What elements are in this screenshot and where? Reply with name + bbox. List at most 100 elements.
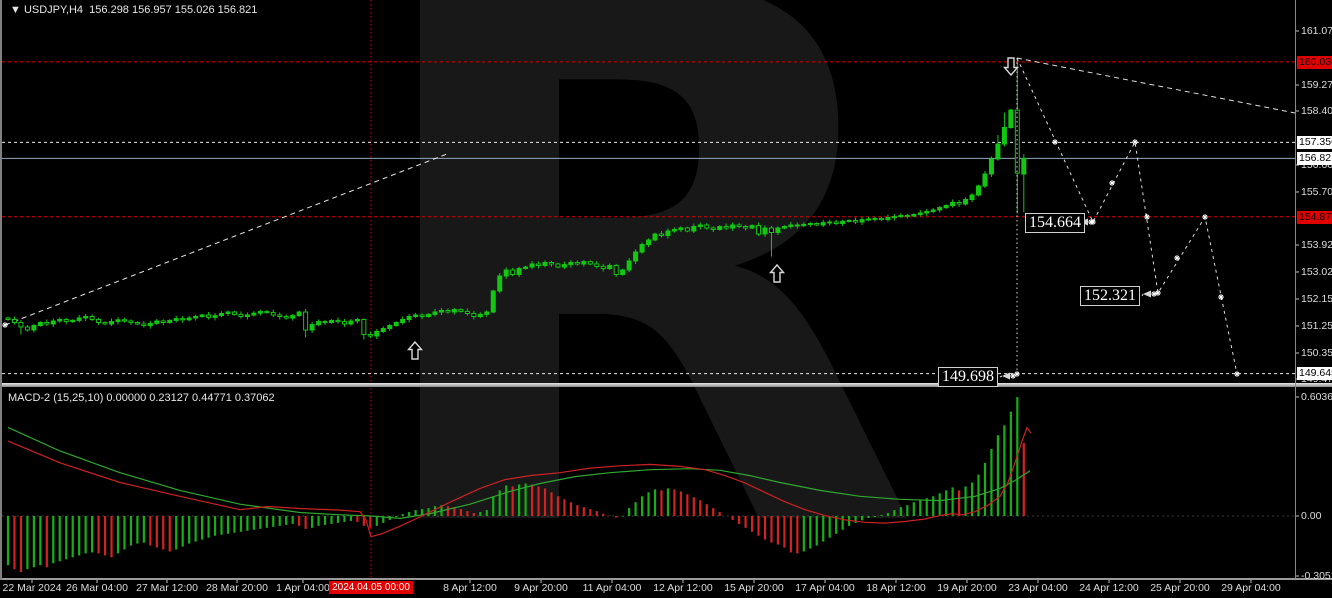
window-left-border (0, 0, 2, 580)
price-axis-label: 158.400 (1301, 105, 1332, 117)
price-axis-border (1295, 0, 1296, 579)
time-axis-label: 23 Apr 04:00 (1008, 582, 1068, 594)
price-annotation-label[interactable]: 154.664 (1025, 213, 1085, 233)
candle-body (878, 217, 884, 221)
rising-trendline[interactable] (4, 153, 448, 326)
candle-body (121, 319, 127, 322)
candle-body (160, 320, 166, 323)
up-signal-arrow-icon[interactable] (406, 340, 424, 360)
candle-body (833, 221, 839, 224)
zigzag-vertex-marker (1132, 139, 1138, 145)
candle-body (167, 319, 173, 323)
candle-body (335, 319, 341, 323)
candle-body (600, 265, 606, 269)
candle-body (859, 219, 865, 223)
candle-body (969, 194, 975, 200)
price-annotation-label[interactable]: 149.698 (938, 367, 998, 387)
time-axis-label: 26 Mar 04:00 (66, 582, 128, 594)
candle-body (891, 216, 897, 219)
time-axis-label: 17 Apr 04:00 (795, 582, 855, 594)
forecast-zigzag[interactable] (1016, 57, 1238, 375)
candle-body (717, 226, 723, 230)
candle-body (115, 319, 121, 323)
candle-body (219, 313, 225, 317)
candle-body (309, 324, 315, 331)
candle-body (574, 262, 580, 265)
candle-body (348, 320, 354, 325)
candle-body (96, 319, 102, 323)
candle-body (652, 233, 658, 241)
candle-body (445, 310, 451, 313)
crosshair-time-flag: 2024.04.05 00:00 (329, 581, 413, 594)
candle-body (587, 261, 593, 265)
candle-body (173, 318, 179, 321)
candle-body (244, 314, 250, 317)
candle-body (820, 222, 826, 226)
time-axis-label: 27 Mar 12:00 (136, 582, 198, 594)
candle-body (762, 227, 768, 235)
candle-body (529, 263, 535, 268)
candle-body (594, 263, 600, 267)
candle-body (50, 320, 56, 325)
price-annotation-label[interactable]: 152.321 (1080, 286, 1140, 306)
time-axis-label: 8 Apr 12:00 (443, 582, 497, 594)
candle-body (1008, 109, 1014, 128)
price-axis-label: 159.275 (1301, 79, 1332, 91)
candle-body (186, 317, 192, 321)
macd-indicator-title: MACD-2 (15,25,10) 0.00000 0.23127 0.4477… (8, 392, 275, 404)
candle-body (283, 316, 289, 319)
price-axis-label: 151.250 (1301, 320, 1332, 332)
candle-body (393, 322, 399, 326)
pane-separator[interactable] (0, 383, 1332, 387)
candle-body (523, 266, 529, 269)
down-signal-arrow-icon[interactable] (1002, 57, 1020, 77)
peak-descending-trendline[interactable] (1016, 57, 1296, 114)
candle-body (141, 323, 147, 326)
candle-body (626, 260, 632, 271)
candle-body (257, 310, 263, 314)
candle-body (57, 319, 63, 322)
candle-body (704, 224, 710, 229)
candle-body (24, 326, 30, 331)
candle-body (581, 261, 587, 265)
macd-axis-label: 0.00 (1301, 510, 1322, 522)
time-axis-label: 1 Apr 04:00 (276, 582, 330, 594)
time-axis-label: 19 Apr 20:00 (937, 582, 997, 594)
time-axis-label: 9 Apr 20:00 (514, 582, 568, 594)
candle-body (497, 275, 503, 292)
candle-body (788, 224, 794, 227)
candle-body (768, 227, 774, 233)
candle-body (756, 225, 762, 235)
chart-menu-icon[interactable]: ▼ (10, 4, 21, 16)
zigzag-vertex-marker (1202, 214, 1208, 220)
candle-body (794, 224, 800, 227)
candle-body (853, 220, 859, 223)
candle-body (406, 316, 412, 320)
candle-body (988, 158, 994, 175)
candle-body (658, 233, 664, 236)
candle-body (438, 310, 444, 313)
candle-body (1021, 157, 1027, 175)
zigzag-mid-marker (1218, 294, 1224, 300)
candle-body (134, 322, 140, 325)
candle-body (924, 211, 930, 214)
up-signal-arrow-icon[interactable] (768, 263, 786, 283)
time-axis-label: 22 Mar 2024 (2, 582, 62, 594)
candle-body (930, 209, 936, 212)
candle-body (872, 217, 878, 220)
candle-body (646, 239, 652, 245)
candle-body (846, 220, 852, 222)
candle-body (743, 226, 749, 229)
candle-body (484, 311, 490, 315)
candle-body (917, 212, 923, 215)
candle-body (329, 319, 334, 323)
candle-body (70, 319, 76, 323)
zigzag-mid-marker (1174, 255, 1180, 261)
candle-body (730, 224, 736, 229)
candle-body (109, 321, 115, 325)
candle-body (807, 223, 813, 225)
annotation-target-marker (1151, 291, 1157, 297)
candle-body (555, 263, 561, 268)
candle-body (620, 269, 626, 275)
